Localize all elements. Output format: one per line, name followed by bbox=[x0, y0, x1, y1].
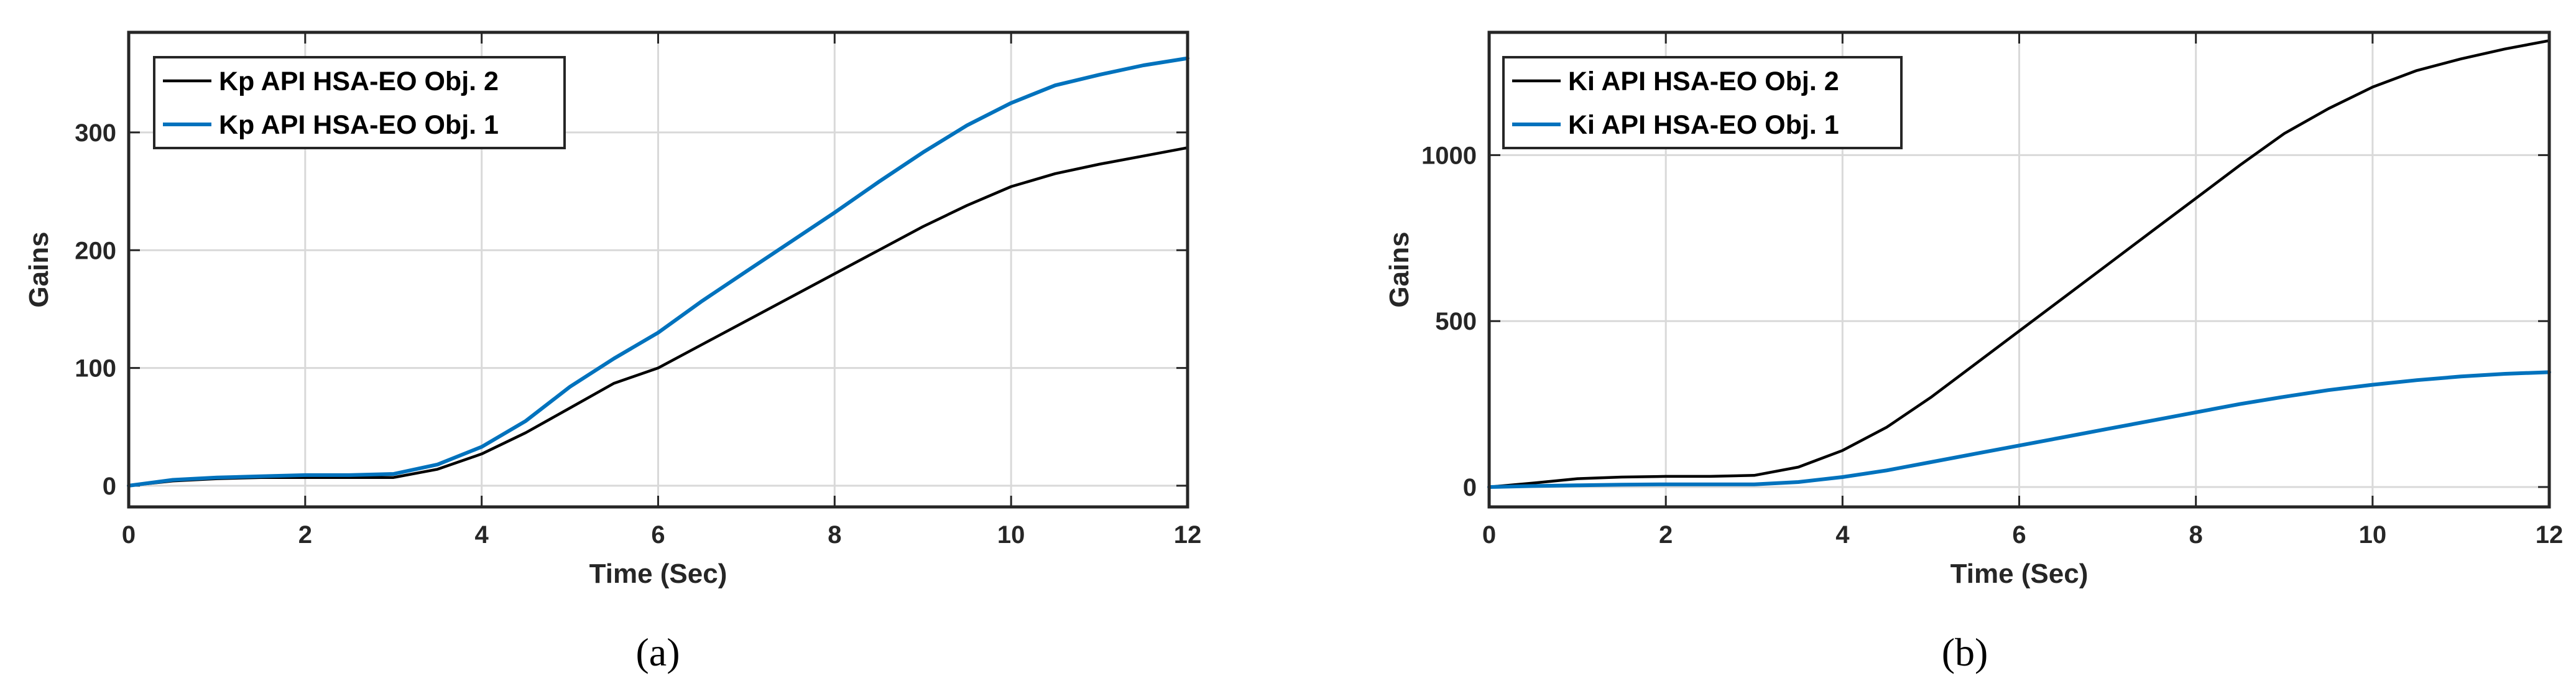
x-tick-label: 0 bbox=[122, 521, 136, 549]
x-axis-title: Time (Sec) bbox=[1950, 559, 2089, 589]
series-line-2 bbox=[127, 56, 1189, 488]
axes-box bbox=[1487, 30, 2551, 509]
legend-box bbox=[153, 56, 566, 149]
x-tick-label: 4 bbox=[475, 521, 489, 549]
y-axis-title: Gains bbox=[24, 231, 54, 307]
y-axis-title: Gains bbox=[1384, 231, 1415, 307]
x-tick-label: 10 bbox=[997, 521, 1025, 549]
x-axis-title: Time (Sec) bbox=[589, 559, 727, 589]
x-tick-label: 10 bbox=[2359, 521, 2387, 549]
x-tick-label: 2 bbox=[1659, 521, 1673, 549]
chart-a: 0 2 4 6 8 10 12 0 100 200 300 Time (Sec) Gains Kp API… bbox=[24, 30, 1202, 674]
legend-entry: Kp API HSA-EO Obj. 2 bbox=[219, 67, 499, 96]
x-tick-label: 12 bbox=[1174, 521, 1202, 549]
legend-entry: Ki API HSA-EO Obj. 2 bbox=[1568, 67, 1839, 96]
y-tick-label: 200 bbox=[75, 237, 116, 264]
series-line-2 bbox=[1487, 370, 2551, 489]
legend-box bbox=[1502, 56, 1903, 149]
y-tick-label: 1000 bbox=[1421, 142, 1477, 169]
x-tick-label: 6 bbox=[2012, 521, 2026, 549]
chart-b: 0 2 4 6 8 10 12 0 500 1000 Time (Sec) Gains Ki API H… bbox=[1384, 30, 2564, 674]
legend-entry: Kp API HSA-EO Obj. 1 bbox=[219, 110, 499, 140]
legend-entry: Ki API HSA-EO Obj. 1 bbox=[1568, 110, 1839, 140]
x-tick-label: 8 bbox=[828, 521, 841, 549]
x-tick-label: 8 bbox=[2189, 521, 2203, 549]
panel-caption: (b) bbox=[1942, 630, 1988, 674]
x-tick-label: 0 bbox=[1482, 521, 1496, 549]
x-tick-label: 12 bbox=[2536, 521, 2564, 549]
x-tick-label: 4 bbox=[1835, 521, 1850, 549]
y-tick-label: 0 bbox=[103, 473, 116, 500]
y-tick-label: 300 bbox=[75, 119, 116, 147]
y-tick-label: 0 bbox=[1463, 474, 1477, 501]
axes-box bbox=[127, 30, 1189, 509]
panel-caption: (a) bbox=[635, 630, 680, 674]
legend: Kp API HSA-EO Obj. 2 Kp API HSA-EO Obj. 1 bbox=[153, 56, 566, 149]
x-tick-label: 2 bbox=[298, 521, 312, 549]
legend: Ki API HSA-EO Obj. 2 Ki API HSA-EO Obj. 1 bbox=[1502, 56, 1903, 149]
x-tick-label: 6 bbox=[651, 521, 665, 549]
y-tick-label: 500 bbox=[1435, 308, 1477, 335]
series-line-1 bbox=[127, 146, 1189, 488]
series-line-1 bbox=[1487, 39, 2551, 489]
y-tick-label: 100 bbox=[75, 355, 116, 383]
